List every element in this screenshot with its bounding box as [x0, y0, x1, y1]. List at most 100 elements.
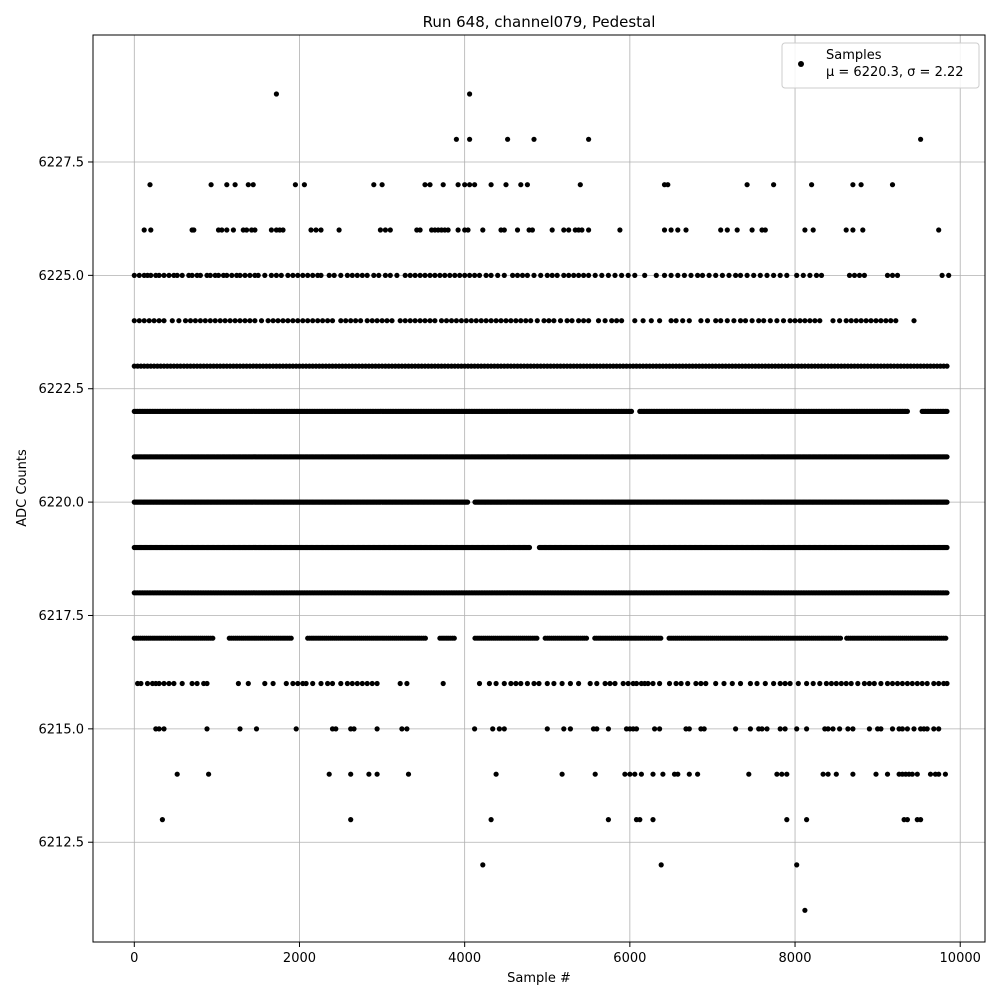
- data-point: [833, 771, 839, 777]
- data-point: [936, 771, 942, 777]
- data-point: [695, 272, 701, 278]
- data-point: [151, 318, 157, 324]
- data-point: [374, 680, 380, 687]
- data-point: [490, 726, 496, 732]
- data-point: [602, 680, 608, 687]
- data-point: [577, 182, 583, 188]
- data-point: [782, 680, 788, 687]
- data-point: [807, 272, 813, 278]
- data-point: [851, 272, 858, 278]
- data-point: [262, 680, 268, 687]
- data-point: [774, 771, 780, 777]
- data-point: [845, 726, 851, 732]
- data-point: [204, 726, 210, 732]
- data-point: [866, 726, 873, 732]
- data-point: [343, 318, 349, 324]
- data-point: [348, 771, 354, 777]
- data-point: [250, 182, 256, 188]
- data-point: [764, 726, 770, 732]
- data-point: [519, 272, 526, 278]
- data-point: [161, 318, 167, 324]
- data-point: [777, 272, 783, 278]
- data-point: [455, 227, 461, 233]
- data-point: [514, 227, 521, 233]
- data-point: [699, 272, 706, 278]
- data-point: [554, 272, 560, 278]
- data-point: [182, 318, 189, 324]
- data-point: [171, 680, 177, 687]
- data-point: [567, 680, 574, 687]
- data-point: [310, 272, 316, 278]
- data-point: [673, 318, 679, 324]
- data-point: [227, 318, 233, 324]
- data-point: [904, 726, 911, 732]
- data-point: [733, 272, 739, 278]
- data-point: [837, 635, 844, 641]
- data-point: [448, 318, 455, 324]
- data-point: [856, 272, 863, 278]
- data-point: [270, 318, 276, 324]
- data-point: [652, 726, 658, 732]
- data-point: [305, 272, 311, 278]
- data-point: [288, 635, 294, 641]
- data-point: [427, 182, 433, 188]
- data-point: [329, 318, 336, 324]
- data-point: [648, 318, 654, 324]
- data-point: [422, 182, 428, 188]
- data-point: [305, 318, 311, 324]
- data-point: [344, 680, 350, 687]
- data-point: [169, 318, 175, 324]
- data-point: [333, 726, 339, 732]
- data-point: [820, 771, 826, 777]
- data-point: [747, 680, 754, 687]
- data-point: [661, 272, 668, 278]
- data-point: [686, 318, 692, 324]
- data-point: [156, 318, 162, 324]
- data-point: [369, 318, 375, 324]
- data-point: [946, 272, 952, 278]
- data-point: [893, 318, 899, 324]
- plot-frame: [92, 34, 986, 943]
- data-point: [586, 272, 592, 278]
- data-point: [230, 227, 236, 233]
- data-point: [899, 680, 906, 687]
- data-point: [397, 680, 403, 687]
- data-point: [771, 182, 777, 188]
- data-point: [660, 771, 666, 777]
- data-point: [224, 227, 230, 233]
- data-point: [217, 318, 223, 324]
- data-point: [784, 817, 790, 823]
- data-point: [650, 771, 656, 777]
- data-point: [457, 272, 463, 278]
- data-point: [290, 680, 296, 687]
- data-point: [382, 227, 388, 233]
- data-point: [633, 726, 640, 732]
- data-point: [567, 726, 574, 732]
- data-point: [843, 680, 849, 687]
- data-point: [944, 363, 950, 369]
- data-point: [493, 680, 499, 687]
- data-point: [244, 227, 250, 233]
- data-point: [329, 680, 336, 687]
- data-point: [473, 318, 479, 324]
- data-point: [275, 318, 281, 324]
- data-point: [632, 771, 638, 777]
- data-point: [159, 817, 165, 823]
- data-point: [432, 318, 438, 324]
- data-point: [605, 817, 612, 823]
- data-point: [936, 726, 942, 732]
- data-point: [914, 771, 920, 777]
- data-point: [462, 272, 468, 278]
- data-point: [513, 680, 519, 687]
- x-tick-label: 10000: [940, 951, 981, 966]
- data-point: [412, 272, 418, 278]
- data-point: [557, 318, 564, 324]
- data-point: [944, 590, 950, 596]
- data-point: [131, 272, 137, 278]
- data-point: [751, 272, 757, 278]
- data-point: [148, 227, 154, 233]
- data-point: [224, 272, 230, 278]
- data-point: [488, 318, 494, 324]
- data-point: [544, 726, 550, 732]
- data-point: [498, 318, 504, 324]
